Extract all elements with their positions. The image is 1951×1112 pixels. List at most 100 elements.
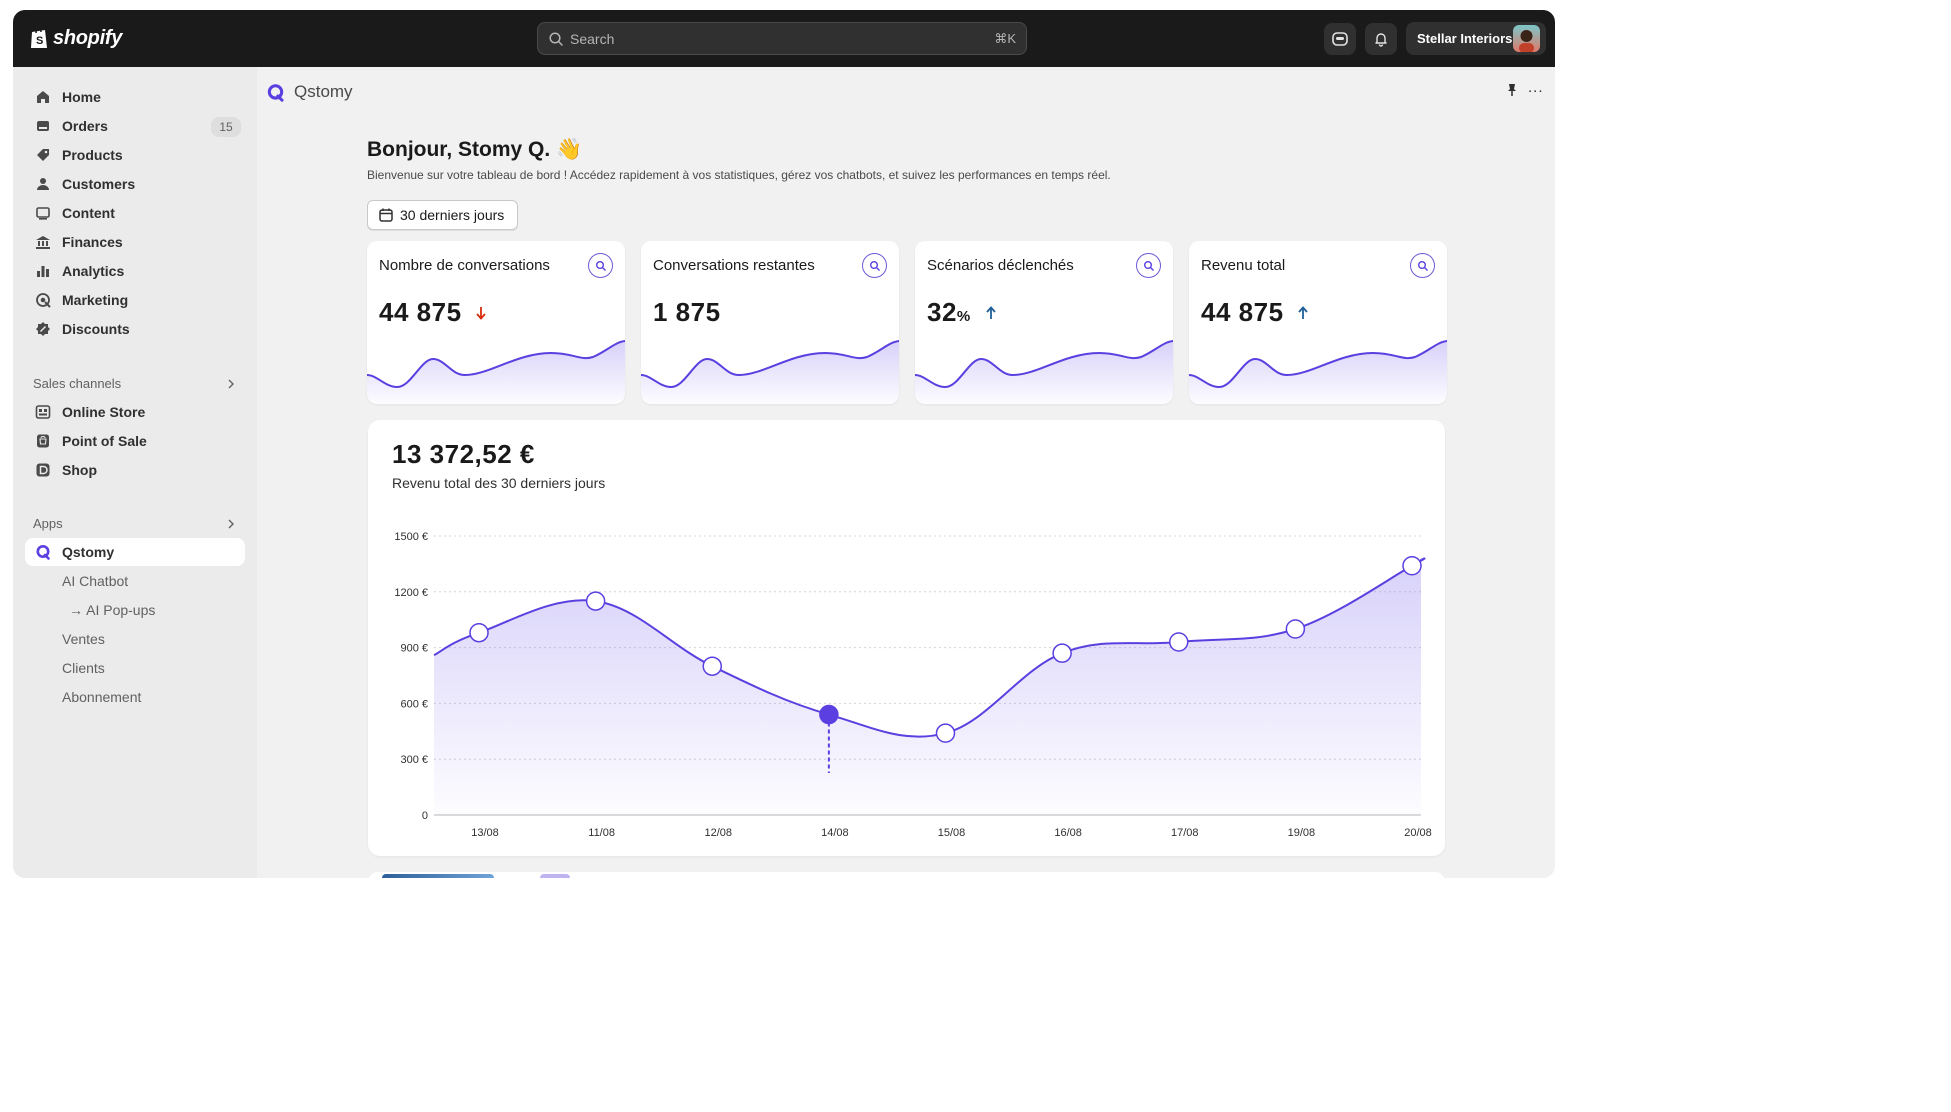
- search-bar[interactable]: ⌘K: [537, 22, 1027, 55]
- sidebar-item-label: Customers: [62, 176, 136, 192]
- stat-title: Revenu total: [1201, 257, 1286, 274]
- chevron-right-icon[interactable]: [226, 519, 236, 529]
- store-name: Stellar Interiors: [1417, 31, 1513, 46]
- stat-search-button[interactable]: [1410, 253, 1435, 278]
- search-input[interactable]: [570, 30, 995, 47]
- date-range-label: 30 derniers jours: [400, 207, 505, 223]
- orders-count-badge: 15: [211, 117, 241, 137]
- y-tick-label: 600 €: [400, 698, 428, 710]
- stat-search-button[interactable]: [1136, 253, 1161, 278]
- main-content: Qstomy ... Bonjour, Stomy Q. 👋 Bienvenue…: [257, 67, 1555, 878]
- sidebar-item-label: Products: [62, 147, 123, 163]
- sidebar-item-content[interactable]: Content: [25, 199, 245, 227]
- qstomy-icon: [267, 83, 284, 102]
- stat-value: 32%: [927, 297, 971, 327]
- sidebar-item-home[interactable]: Home: [25, 83, 245, 111]
- shop-icon: [36, 463, 50, 477]
- search-shortcut: ⌘K: [994, 30, 1016, 46]
- date-range-button[interactable]: 30 derniers jours: [367, 200, 518, 230]
- data-point[interactable]: [469, 622, 489, 643]
- target-icon: [36, 293, 51, 308]
- data-point[interactable]: [1285, 619, 1306, 639]
- apps-heading: Apps: [33, 516, 63, 531]
- sidebar-item-label: Content: [62, 205, 115, 221]
- sidebar-subitem-ai-chatbot[interactable]: AI Chatbot: [62, 573, 129, 589]
- sidebar-item-point-of-sale[interactable]: Point of Sale: [25, 427, 245, 455]
- sidebar-item-customers[interactable]: Customers: [25, 170, 245, 198]
- data-point[interactable]: [1169, 632, 1189, 652]
- search-icon: [595, 260, 606, 271]
- sidebar-item-shop[interactable]: Shop: [25, 456, 245, 484]
- chevron-right-icon[interactable]: [226, 379, 236, 389]
- y-tick-label: 900 €: [400, 643, 428, 655]
- bell-icon: [1375, 33, 1387, 47]
- y-tick-label: 300 €: [400, 754, 428, 766]
- y-tick-label: 0: [422, 810, 428, 822]
- stat-card-scenarios: Scénarios déclenchés 32%: [915, 241, 1173, 404]
- sidebar-item-orders[interactable]: Orders: [25, 112, 245, 140]
- sparkline-line: [915, 340, 1173, 389]
- data-point[interactable]: [585, 591, 606, 611]
- sparkline: [1189, 340, 1447, 404]
- data-point[interactable]: [935, 723, 956, 743]
- sidebar-item-label: Finances: [62, 234, 123, 250]
- sidebar-item-products[interactable]: Products: [25, 141, 245, 169]
- svg-text:S: S: [36, 35, 43, 47]
- sidebar-item-discounts[interactable]: Discounts: [25, 315, 245, 343]
- sidebar-item-label: Marketing: [62, 292, 129, 308]
- data-point[interactable]: [1052, 643, 1072, 663]
- data-point[interactable]: [819, 704, 839, 725]
- sidebar-item-qstomy[interactable]: Qstomy: [25, 538, 245, 566]
- sidebar-item-online-store[interactable]: Online Store: [25, 398, 245, 426]
- sidebar-item-marketing[interactable]: Marketing: [25, 286, 245, 314]
- series-area: [434, 558, 1425, 815]
- person-icon: [37, 178, 49, 190]
- sidebar-item-finances[interactable]: Finances: [25, 228, 245, 256]
- sidebar-item-label: Online Store: [62, 404, 146, 420]
- bar-chart-icon: [37, 266, 49, 277]
- y-tick-label: 1200 €: [394, 587, 428, 599]
- notifications-button[interactable]: [1365, 23, 1397, 55]
- sidebar-subitem-abonnement[interactable]: Abonnement: [62, 689, 142, 705]
- page-title: Bonjour, Stomy Q. 👋: [367, 138, 583, 161]
- x-tick-label: 20/08: [1404, 827, 1432, 839]
- x-tick-label: 17/08: [1171, 827, 1199, 839]
- chart-points: [469, 556, 1422, 773]
- stat-card-remaining: Conversations restantes 1 875: [641, 241, 899, 404]
- stat-title: Conversations restantes: [653, 257, 815, 274]
- data-point[interactable]: [702, 656, 722, 676]
- sparkline-area: [915, 341, 1173, 404]
- arrow-down-icon: [476, 307, 486, 320]
- more-actions-button[interactable]: ...: [1528, 79, 1544, 96]
- shopify-bag-icon: S: [31, 28, 47, 48]
- stat-search-button[interactable]: [862, 253, 887, 278]
- home-icon: [37, 91, 49, 103]
- shopify-logo[interactable]: S shopify: [29, 26, 122, 50]
- pos-icon: [37, 434, 49, 448]
- stat-card-revenue: Revenu total 44 875: [1189, 241, 1447, 404]
- y-axis: 0 300 € 600 € 900 € 1200 € 1500 €: [394, 531, 428, 822]
- top-bar: S shopify ⌘K Stellar Interiors: [13, 10, 1555, 67]
- sidebar-subitem-ai-popups[interactable]: → AI Pop-ups: [69, 602, 156, 618]
- sparkline-area: [641, 341, 899, 404]
- stat-title: Nombre de conversations: [379, 257, 550, 274]
- x-tick-label: 13/08: [471, 827, 499, 839]
- store-menu-button[interactable]: Stellar Interiors: [1406, 22, 1546, 55]
- stat-value: 44 875: [1201, 297, 1284, 327]
- pin-icon[interactable]: [1505, 83, 1519, 97]
- sidebar-subitem-ventes[interactable]: Ventes: [62, 631, 105, 647]
- online-store-icon: [35, 405, 51, 419]
- x-tick-label: 12/08: [704, 827, 732, 839]
- stat-search-button[interactable]: [588, 253, 613, 278]
- sidekick-button[interactable]: [1324, 23, 1356, 55]
- sparkline-line: [641, 340, 899, 389]
- app-header: Qstomy: [266, 82, 353, 102]
- sidebar-item-analytics[interactable]: Analytics: [25, 257, 245, 285]
- revenue-total-value: 13 372,52 €: [392, 439, 535, 469]
- sidebar-item-label: Orders: [62, 118, 108, 134]
- sidebar-subitem-clients[interactable]: Clients: [62, 660, 105, 676]
- sidebar: Home Orders 15 Products Customers Conten…: [13, 67, 257, 878]
- sidebar-item-label: Point of Sale: [62, 433, 147, 449]
- x-tick-label: 15/08: [938, 827, 966, 839]
- data-point[interactable]: [1402, 556, 1422, 576]
